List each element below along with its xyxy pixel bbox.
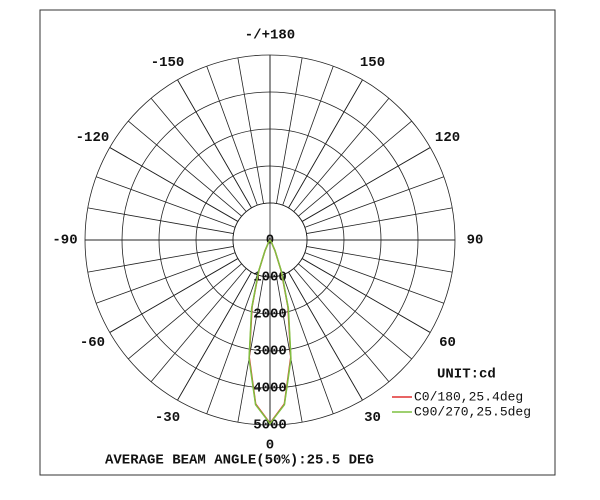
angle-tick-label: 90 xyxy=(467,233,484,249)
legend-label: C90/270,25.5deg xyxy=(414,404,531,419)
grid-circle xyxy=(121,91,419,389)
angle-tick-label: 60 xyxy=(439,335,456,351)
angle-tick-label: -30 xyxy=(155,410,180,426)
grid-circle xyxy=(84,54,456,426)
angle-tick-label: -/+180 xyxy=(245,28,295,44)
radial-tick-label: 4000 xyxy=(253,381,287,397)
legend-label: C0/180,25.4deg xyxy=(414,389,523,404)
footer: AVERAGE BEAM ANGLE(50%):25.5 DEG xyxy=(105,453,374,469)
angle-tick-label: 30 xyxy=(364,410,381,426)
radial-tick-label: 5000 xyxy=(253,418,287,434)
angle-tick-label: -60 xyxy=(80,335,105,351)
intensity-curve xyxy=(248,239,292,425)
unit-label: UNIT:cd xyxy=(437,367,496,383)
angle-tick-label: 120 xyxy=(435,130,460,146)
grid-circle xyxy=(195,165,345,315)
angle-tick-label: 0 xyxy=(266,438,274,454)
angle-tick-label: -120 xyxy=(76,130,110,146)
radial-tick-label: 1000 xyxy=(253,270,287,286)
grid-circle xyxy=(158,128,382,352)
radial-tick-label: 3000 xyxy=(253,344,287,360)
grid-circle xyxy=(232,202,308,278)
radial-tick-label: 2000 xyxy=(253,307,287,323)
angle-tick-label: 150 xyxy=(360,55,385,71)
frame xyxy=(39,9,556,476)
angle-tick-label: -90 xyxy=(52,233,77,249)
angle-tick-label: -150 xyxy=(151,55,185,71)
